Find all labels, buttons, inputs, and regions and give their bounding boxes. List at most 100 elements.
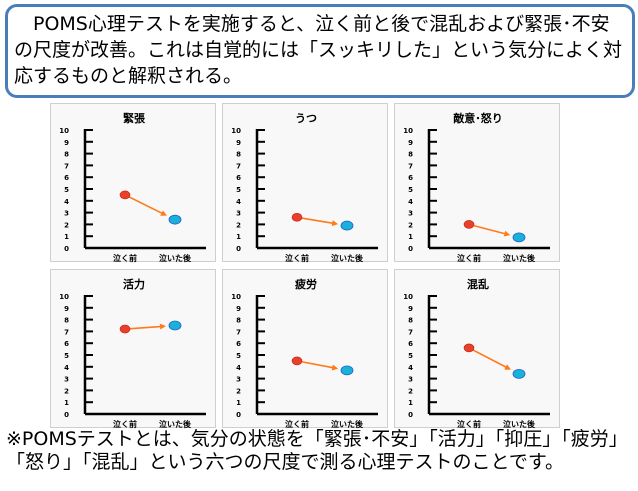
y-tick-label: 2 bbox=[64, 387, 69, 395]
chart-svg: 疲労 0 1 2 3 4 5 6 7 8 9 10 泣く前 泣いた後 bbox=[231, 277, 378, 429]
y-tick-label: 6 bbox=[408, 174, 413, 182]
y-tick-label: 8 bbox=[236, 151, 241, 159]
y-tick-label: 4 bbox=[64, 364, 69, 372]
x-tick-label: 泣いた後 bbox=[331, 419, 364, 429]
x-tick-label: 泣く前 bbox=[457, 253, 481, 263]
point-after bbox=[340, 365, 354, 376]
y-tick-label: 8 bbox=[408, 317, 413, 325]
chart-svg: うつ 0 1 2 3 4 5 6 7 8 9 10 泣く前 泣いた後 bbox=[231, 112, 378, 263]
y-tick-label: 3 bbox=[236, 376, 241, 384]
y-tick-label: 7 bbox=[64, 162, 69, 170]
y-tick-label: 7 bbox=[408, 162, 413, 170]
y-tick-label: 6 bbox=[64, 174, 69, 182]
y-tick-label: 10 bbox=[231, 127, 241, 135]
y-tick-label: 6 bbox=[236, 340, 241, 348]
y-tick-label: 0 bbox=[64, 245, 69, 253]
x-tick-label: 泣いた後 bbox=[159, 253, 192, 263]
point-before bbox=[291, 356, 303, 366]
y-tick-label: 1 bbox=[64, 233, 69, 241]
point-after bbox=[512, 232, 526, 243]
y-tick-label: 0 bbox=[408, 411, 413, 419]
arrow-head bbox=[503, 230, 511, 237]
y-tick-label: 6 bbox=[408, 340, 413, 348]
y-tick-label: 4 bbox=[64, 198, 69, 206]
y-tick-label: 10 bbox=[231, 293, 241, 301]
y-tick-label: 9 bbox=[64, 139, 69, 147]
y-tick-label: 5 bbox=[236, 352, 241, 360]
y-tick-label: 5 bbox=[408, 352, 413, 360]
y-tick-label: 9 bbox=[408, 305, 413, 313]
y-tick-label: 9 bbox=[408, 139, 413, 147]
y-tick-label: 10 bbox=[403, 293, 413, 301]
arrow-head bbox=[160, 210, 167, 216]
y-tick-label: 0 bbox=[64, 411, 69, 419]
chart-svg: 敵意･怒り 0 1 2 3 4 5 6 7 8 9 10 泣く前 泣いた後 bbox=[403, 111, 550, 263]
y-tick-label: 3 bbox=[408, 376, 413, 384]
y-tick-label: 1 bbox=[408, 399, 413, 407]
x-tick-label: 泣いた後 bbox=[331, 253, 364, 263]
y-tick-label: 10 bbox=[59, 127, 69, 135]
y-tick-label: 6 bbox=[236, 174, 241, 182]
chart-title: 活力 bbox=[123, 277, 145, 291]
chart-svg: 混乱 0 1 2 3 4 5 6 7 8 9 10 泣く前 泣いた後 bbox=[403, 277, 550, 429]
chart-panel: 緊張 0 1 2 3 4 5 6 7 8 9 10 泣く前 泣いた後 bbox=[50, 103, 216, 263]
y-tick-label: 6 bbox=[64, 340, 69, 348]
y-tick-label: 2 bbox=[236, 387, 241, 395]
arrow-head bbox=[504, 364, 512, 370]
y-tick-label: 2 bbox=[408, 221, 413, 229]
point-before bbox=[463, 220, 475, 229]
point-before bbox=[119, 190, 131, 200]
change-arrow bbox=[124, 325, 163, 330]
y-tick-label: 7 bbox=[236, 328, 241, 336]
y-tick-label: 0 bbox=[236, 411, 241, 419]
y-tick-label: 2 bbox=[64, 221, 69, 229]
summary-box: POMS心理テストを実施すると、泣く前と後で混乱および緊張･不安の尺度が改善。こ… bbox=[5, 4, 635, 98]
y-tick-label: 10 bbox=[403, 127, 413, 135]
y-tick-label: 4 bbox=[236, 364, 241, 372]
y-tick-label: 1 bbox=[236, 233, 241, 241]
y-tick-label: 3 bbox=[64, 210, 69, 218]
y-tick-label: 8 bbox=[408, 151, 413, 159]
chart-title: 敵意･怒り bbox=[453, 111, 503, 125]
y-tick-label: 4 bbox=[408, 364, 413, 372]
y-tick-label: 4 bbox=[236, 198, 241, 206]
point-before bbox=[463, 343, 475, 353]
change-arrow bbox=[296, 360, 335, 369]
chart-panel: 疲労 0 1 2 3 4 5 6 7 8 9 10 泣く前 泣いた後 bbox=[222, 269, 388, 429]
chart-panel: 混乱 0 1 2 3 4 5 6 7 8 9 10 泣く前 泣いた後 bbox=[394, 269, 560, 429]
chart-panel: 敵意･怒り 0 1 2 3 4 5 6 7 8 9 10 泣く前 泣いた後 bbox=[394, 103, 560, 263]
chart-panel: うつ 0 1 2 3 4 5 6 7 8 9 10 泣く前 泣いた後 bbox=[222, 103, 388, 263]
y-tick-label: 9 bbox=[236, 139, 241, 147]
x-tick-label: 泣く前 bbox=[113, 419, 137, 429]
arrow-head bbox=[331, 220, 339, 227]
arrow-head bbox=[331, 364, 339, 371]
y-tick-label: 8 bbox=[236, 317, 241, 325]
y-tick-label: 4 bbox=[408, 198, 413, 206]
point-before bbox=[291, 213, 303, 222]
change-arrow bbox=[124, 194, 164, 215]
change-arrow bbox=[468, 223, 507, 235]
chart-svg: 緊張 0 1 2 3 4 5 6 7 8 9 10 泣く前 泣いた後 bbox=[59, 112, 206, 263]
point-before bbox=[119, 324, 131, 334]
x-tick-label: 泣いた後 bbox=[159, 419, 192, 429]
point-after bbox=[168, 214, 182, 225]
y-tick-label: 7 bbox=[236, 162, 241, 170]
y-tick-label: 0 bbox=[408, 245, 413, 253]
y-tick-label: 5 bbox=[236, 186, 241, 194]
arrow-head bbox=[159, 323, 167, 330]
footnote: ※POMSテストとは、気分の状態を「緊張･不安」「活力」「抑圧」「疲労」「怒り」… bbox=[6, 428, 628, 473]
chart-panel: 活力 0 1 2 3 4 5 6 7 8 9 10 泣く前 泣いた後 bbox=[50, 269, 216, 429]
x-tick-label: 泣いた後 bbox=[503, 253, 536, 263]
change-arrow bbox=[468, 347, 508, 369]
y-tick-label: 5 bbox=[64, 186, 69, 194]
y-tick-label: 3 bbox=[236, 210, 241, 218]
chart-title: 疲労 bbox=[295, 277, 317, 291]
x-tick-label: 泣いた後 bbox=[503, 419, 536, 429]
y-tick-label: 3 bbox=[64, 376, 69, 384]
chart-title: うつ bbox=[295, 112, 317, 125]
chart-title: 緊張 bbox=[123, 112, 146, 125]
y-tick-label: 2 bbox=[236, 221, 241, 229]
y-tick-label: 1 bbox=[236, 399, 241, 407]
y-tick-label: 9 bbox=[64, 305, 69, 313]
y-tick-label: 7 bbox=[408, 328, 413, 336]
